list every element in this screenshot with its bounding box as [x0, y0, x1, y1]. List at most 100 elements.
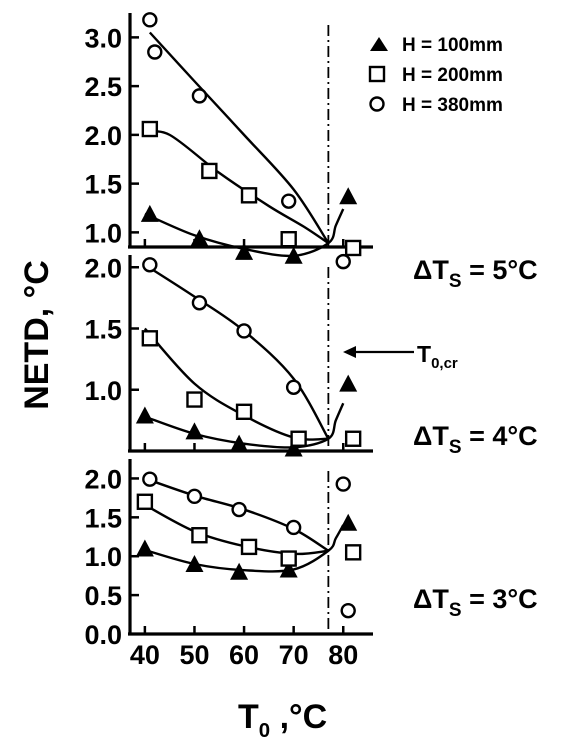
panel-label-sub: S — [449, 437, 462, 458]
data-point-triangle — [185, 422, 204, 440]
y-tick-label: 2.0 — [84, 253, 122, 283]
data-point-square — [136, 493, 154, 510]
legend-label-h100: H = 100mm — [402, 35, 503, 56]
data-point-triangle — [339, 513, 358, 531]
data-point-triangle — [230, 562, 249, 580]
data-point-square — [235, 403, 253, 420]
data-point-circle — [335, 476, 351, 492]
data-point-square — [191, 527, 208, 544]
data-point-circle — [186, 488, 203, 505]
y-tick-label: 0.5 — [84, 581, 122, 611]
x-tick-label: 40 — [130, 640, 160, 670]
panel-label-sub: S — [449, 600, 462, 621]
data-point-square — [141, 120, 159, 138]
x-axis-label: T0 ,°C — [238, 698, 327, 740]
data-point-circle — [285, 379, 302, 395]
legend-marker-square — [368, 65, 386, 83]
data-point-triangle — [230, 434, 249, 452]
data-point-circle — [147, 44, 163, 60]
data-point-circle — [142, 471, 158, 487]
data-point-triangle — [284, 439, 303, 457]
legend-label-h200: H = 200mm — [402, 65, 503, 86]
panel-label-sub: S — [449, 271, 462, 292]
fit-curve-square — [143, 327, 329, 441]
data-point-square — [280, 230, 297, 248]
y-tick-label: 1.5 — [84, 503, 122, 533]
x-tick-label: 50 — [179, 640, 209, 670]
critical-label-main: T — [417, 341, 431, 367]
panel-label-prefix: ΔT — [413, 255, 449, 285]
panel-label-suffix: = 5°C — [462, 255, 538, 285]
data-point-triangle — [339, 187, 358, 205]
data-point-square — [344, 239, 362, 257]
data-point-circle — [285, 519, 302, 536]
y-tick-label: 2.0 — [84, 464, 122, 494]
y-tick-label: 1.0 — [84, 218, 122, 248]
panel-label-prefix: ΔT — [413, 584, 449, 614]
panel-label: ΔTS = 4°C — [413, 421, 538, 458]
x-axis-label-sub: 0 — [259, 720, 270, 740]
y-tick-label: 1.5 — [84, 315, 122, 345]
legend-marker-triangle — [370, 37, 388, 51]
y-tick-label: 1.0 — [84, 376, 122, 406]
data-point-triangle — [140, 204, 159, 222]
y-tick-label: 3.0 — [84, 23, 122, 53]
data-point-square — [186, 391, 203, 408]
data-point-circle — [191, 88, 208, 104]
data-point-square — [280, 550, 297, 567]
panel-label-suffix: = 4°C — [462, 421, 538, 451]
x-tick-label: 80 — [328, 640, 358, 670]
data-point-triangle — [190, 229, 209, 247]
x-axis-label-unit: ,°C — [270, 698, 327, 736]
panel-label: ΔTS = 5°C — [413, 255, 538, 292]
data-point-triangle — [284, 246, 303, 264]
y-tick-label: 2.0 — [84, 121, 122, 151]
data-point-square — [240, 538, 258, 556]
data-point-square — [344, 430, 362, 447]
data-point-square — [141, 330, 159, 347]
y-tick-label: 2.5 — [84, 72, 122, 102]
panel-label: ΔTS = 3°C — [413, 584, 538, 621]
critical-label-sub: 0,cr — [431, 355, 458, 372]
data-point-triangle — [135, 539, 154, 557]
critical-temperature-label: T0,cr — [417, 341, 458, 372]
data-point-square — [201, 162, 218, 180]
data-point-triangle — [279, 560, 298, 578]
fit-curve-circle — [148, 31, 330, 244]
data-point-circle — [280, 193, 297, 209]
panel-3: 0.0 0.5 1.0 1.5 2.0 ΔTS = 3°C — [84, 459, 538, 650]
critical-temperature-annotation: T0,cr — [343, 341, 458, 372]
x-tick-label: 70 — [279, 640, 309, 670]
critical-arrow-head — [343, 346, 356, 358]
data-point-square — [290, 430, 307, 447]
data-point-square — [240, 187, 258, 204]
y-tick-label: 0.0 — [84, 620, 122, 650]
legend-marker-circle — [369, 96, 385, 112]
data-point-circle — [191, 295, 208, 311]
panel-label-suffix: = 3°C — [462, 584, 538, 614]
panel-1: 1.0 1.5 2.0 2.5 3.0 ΔTS = 5°C — [84, 12, 538, 292]
panel-label-prefix: ΔT — [413, 421, 449, 451]
y-tick-label: 1.0 — [84, 542, 122, 572]
data-point-triangle — [235, 242, 254, 260]
data-point-circle — [142, 12, 158, 28]
data-point-circle — [231, 501, 247, 518]
data-point-circle — [142, 257, 158, 273]
data-point-triangle — [135, 406, 154, 424]
x-axis-label-main: T — [238, 698, 259, 736]
data-point-triangle — [185, 555, 204, 572]
y-tick-label: 1.5 — [84, 170, 122, 200]
data-point-circle — [335, 253, 351, 270]
data-point-triangle — [339, 374, 358, 392]
data-point-circle — [340, 602, 356, 619]
data-point-square — [344, 544, 362, 561]
x-tick-label: 60 — [229, 640, 259, 670]
legend: H = 100mm H = 200mm H = 380mm — [368, 35, 503, 116]
data-point-circle — [236, 323, 252, 339]
legend-label-h380: H = 380mm — [402, 95, 503, 116]
y-axis-label: NETD, °C — [18, 260, 56, 410]
x-axis-ticks: 40 50 60 70 80 — [130, 640, 358, 670]
